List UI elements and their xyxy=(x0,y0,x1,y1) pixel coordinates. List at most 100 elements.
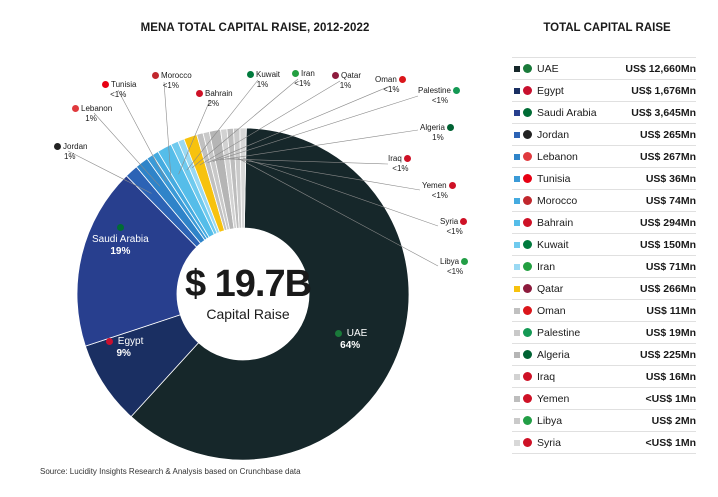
country-cell: Tunisia xyxy=(512,167,613,190)
color-swatch-icon xyxy=(514,219,520,226)
leader-line-yemen xyxy=(232,158,421,191)
flag-icon xyxy=(523,152,532,162)
color-swatch-icon xyxy=(514,65,520,72)
country-name: Bahrain xyxy=(537,216,574,229)
color-swatch-icon xyxy=(514,175,520,182)
flag-icon xyxy=(523,438,532,448)
uae-flag-icon xyxy=(335,329,342,337)
table-row: Tunisia US$ 36Mn xyxy=(512,167,696,190)
color-swatch-icon xyxy=(514,395,520,402)
capital-value: US$ 265Mn xyxy=(612,123,696,146)
capital-value: US$ 19Mn xyxy=(612,321,696,344)
color-swatch-icon xyxy=(514,153,520,160)
capital-value: US$ 267Mn xyxy=(612,145,696,168)
table-row: Palestine US$ 19Mn xyxy=(512,321,696,344)
country-cell: Iraq xyxy=(512,365,613,388)
callout-algeria: Algeria 1% xyxy=(420,123,456,143)
flag-icon xyxy=(523,394,532,404)
table-row: UAE US$ 12,660Mn xyxy=(512,57,696,80)
callout-iraq: Iraq <1% xyxy=(388,154,413,174)
slice-label-saudi-name: Saudi Arabia xyxy=(92,234,149,245)
country-cell: Egypt xyxy=(512,79,613,102)
leader-line-algeria xyxy=(219,129,419,161)
leader-line-kuwait xyxy=(186,79,259,171)
callout-morocco: Morocco <1% xyxy=(150,71,192,91)
tunisia-flag-icon xyxy=(102,81,109,89)
leader-line-libya xyxy=(237,157,439,267)
leader-line-morocco xyxy=(163,81,172,179)
leader-line-syria xyxy=(242,157,439,227)
country-name: Yemen xyxy=(537,392,570,405)
slice-label-uae-name: UAE xyxy=(346,328,368,339)
source-note: Source: Lucidity Insights Research & Ana… xyxy=(40,467,301,476)
flag-icon xyxy=(523,372,532,382)
callout-palestine: Palestine <1% xyxy=(418,86,462,106)
country-name: Iraq xyxy=(537,370,556,383)
color-swatch-icon xyxy=(514,439,520,446)
jordan-flag-icon xyxy=(54,143,61,151)
country-cell: Morocco xyxy=(512,189,613,212)
table-row: Jordan US$ 265Mn xyxy=(512,123,696,146)
capital-value: US$ 266Mn xyxy=(612,277,696,300)
country-name: Qatar xyxy=(537,282,564,295)
leader-line-lebanon xyxy=(93,112,161,187)
flag-icon xyxy=(523,130,532,140)
capital-value: US$ 3,645Mn xyxy=(612,101,696,124)
flag-icon xyxy=(523,284,532,294)
slice-saudi-arabia xyxy=(76,175,198,347)
callout-yemen: Yemen <1% xyxy=(422,181,458,201)
country-name: Saudi Arabia xyxy=(537,106,597,119)
capital-value: US$ 16Mn xyxy=(612,365,696,388)
leader-line-palestine xyxy=(212,95,419,162)
flag-icon xyxy=(523,218,532,228)
flag-icon xyxy=(523,350,532,360)
country-cell: Palestine xyxy=(512,321,613,344)
leader-line-iran xyxy=(191,78,299,169)
flag-icon xyxy=(523,306,532,316)
capital-value: US$ 225Mn xyxy=(612,343,696,366)
capital-value: US$ 1,676Mn xyxy=(612,79,696,102)
capital-value: US$ 12,660Mn xyxy=(612,57,696,80)
capital-value: US$ 74Mn xyxy=(612,189,696,212)
country-name: Syria xyxy=(537,436,561,449)
country-cell: UAE xyxy=(512,57,613,80)
qatar-flag-icon xyxy=(332,72,339,80)
country-name: Jordan xyxy=(537,128,570,141)
color-swatch-icon xyxy=(514,285,520,292)
country-cell: Lebanon xyxy=(512,145,613,168)
country-cell: Syria xyxy=(512,431,613,454)
country-cell: Bahrain xyxy=(512,211,613,234)
callout-kuwait: Kuwait 1% xyxy=(245,70,280,90)
lebanon-flag-icon xyxy=(72,105,79,113)
flag-icon xyxy=(523,108,532,118)
country-name: Kuwait xyxy=(537,238,569,251)
bahrain-flag-icon xyxy=(196,90,203,98)
chart-title: MENA TOTAL CAPITAL RAISE, 2012-2022 xyxy=(140,22,370,34)
capital-value: US$ 71Mn xyxy=(612,255,696,278)
flag-icon xyxy=(523,262,532,272)
capital-value: <US$ 1Mn xyxy=(612,387,696,410)
color-swatch-icon xyxy=(514,131,520,138)
flag-icon xyxy=(523,174,532,184)
table-row: Saudi Arabia US$ 3,645Mn xyxy=(512,101,696,124)
country-cell: Iran xyxy=(512,255,613,278)
capital-value: US$ 11Mn xyxy=(612,299,696,322)
flag-icon xyxy=(523,64,532,74)
callout-iran: Iran <1% xyxy=(290,69,315,89)
table-row: Libya US$ 2Mn xyxy=(512,409,696,432)
country-name: Iran xyxy=(537,260,556,273)
callout-jordan: Jordan 1% xyxy=(52,142,87,162)
leader-line-qatar xyxy=(199,80,341,166)
country-cell: Saudi Arabia xyxy=(512,101,613,124)
capital-value: US$ 2Mn xyxy=(612,409,696,432)
capital-value: US$ 36Mn xyxy=(612,167,696,190)
slice-label-saudi-arabia: Saudi Arabia 19% xyxy=(92,222,149,258)
capital-value: US$ 294Mn xyxy=(612,211,696,234)
iraq-flag-icon xyxy=(403,155,411,163)
country-name: Algeria xyxy=(537,348,570,361)
table-row: Algeria US$ 225Mn xyxy=(512,343,696,366)
saudi-flag-icon xyxy=(116,223,124,231)
leader-line-jordan xyxy=(67,150,152,194)
color-swatch-icon xyxy=(514,197,520,204)
slice-label-saudi-pct: 19% xyxy=(110,246,131,257)
